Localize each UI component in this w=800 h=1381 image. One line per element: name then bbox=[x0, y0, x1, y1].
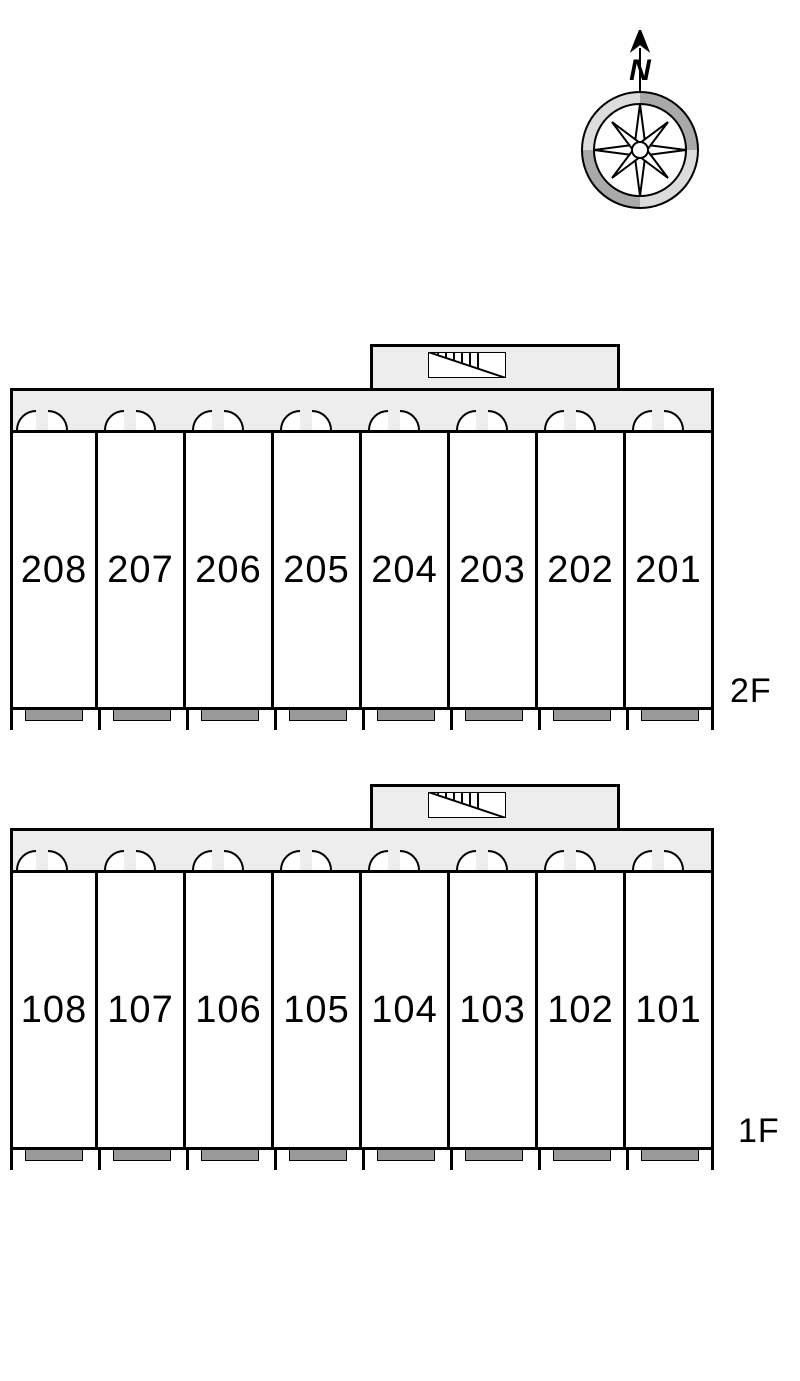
room-101: 101 bbox=[626, 870, 714, 1150]
room-104: 104 bbox=[362, 870, 450, 1150]
room-108: 108 bbox=[10, 870, 98, 1150]
room-206: 206 bbox=[186, 430, 274, 710]
room-204: 204 bbox=[362, 430, 450, 710]
stair-icon-1f bbox=[428, 792, 506, 818]
floor-label-1f: 1F bbox=[738, 1112, 780, 1151]
room-105: 105 bbox=[274, 870, 362, 1150]
room-107: 107 bbox=[98, 870, 186, 1150]
room-208: 208 bbox=[10, 430, 98, 710]
floor-label-2f: 2F bbox=[730, 672, 772, 711]
room-103: 103 bbox=[450, 870, 538, 1150]
room-102: 102 bbox=[538, 870, 626, 1150]
room-207: 207 bbox=[98, 430, 186, 710]
compass-icon: N bbox=[560, 30, 720, 235]
rooms-row-1f: 108 107 106 105 104 103 102 101 bbox=[10, 870, 714, 1150]
room-205: 205 bbox=[274, 430, 362, 710]
stair-icon-2f bbox=[428, 352, 506, 378]
room-106: 106 bbox=[186, 870, 274, 1150]
room-203: 203 bbox=[450, 430, 538, 710]
compass-north-label: N bbox=[629, 54, 652, 87]
building-floorplan-canvas: { "type": "floorplan", "canvas": { "widt… bbox=[0, 0, 800, 1381]
room-202: 202 bbox=[538, 430, 626, 710]
rooms-row-2f: 208 207 206 205 204 203 202 201 bbox=[10, 430, 714, 710]
room-201: 201 bbox=[626, 430, 714, 710]
